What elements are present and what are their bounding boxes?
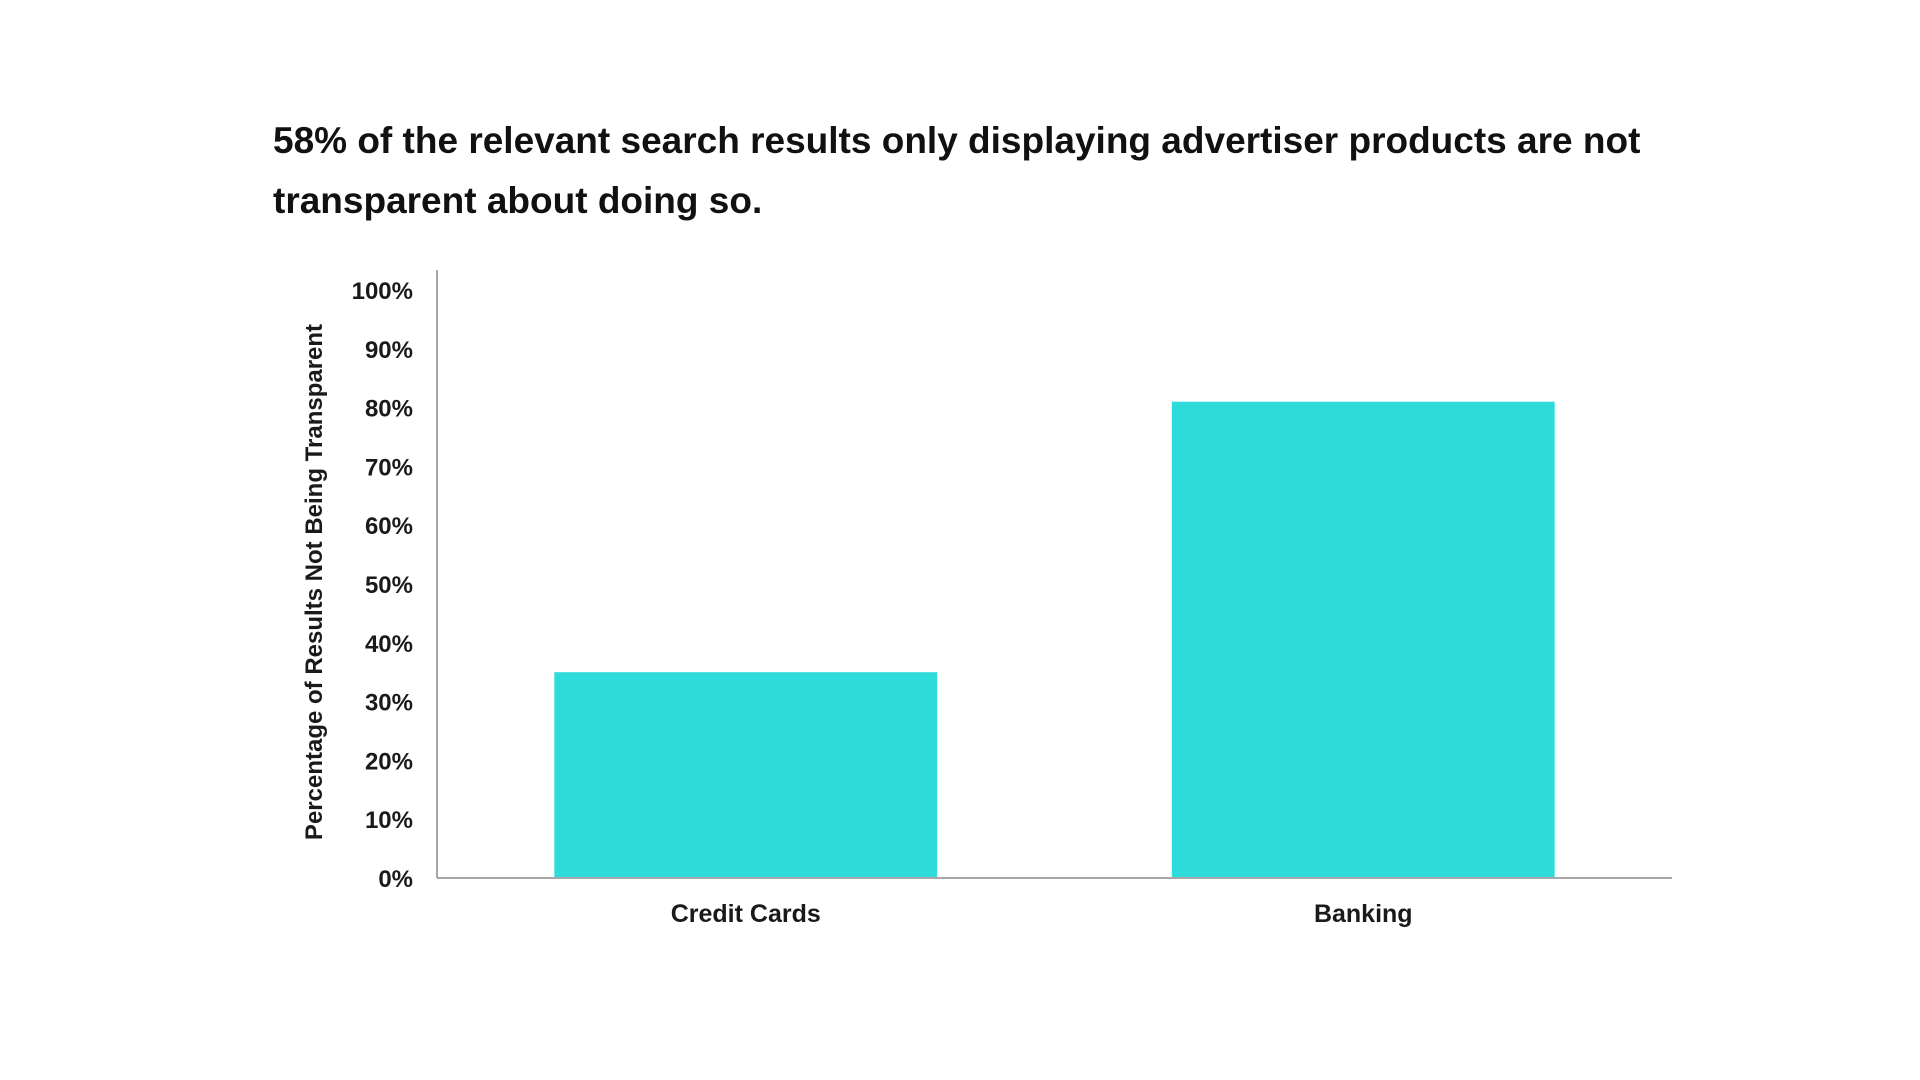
y-tick-labels: 0% 10% 20% 30% 40% 50% 60% 70% 80% 90% 100% [352, 278, 413, 893]
bar-banking [1171, 401, 1555, 878]
x-category-label: Banking [1314, 900, 1413, 928]
chart-title: 58% of the relevant search results only … [273, 120, 1641, 221]
y-tick-label: 50% [365, 572, 413, 599]
y-tick-label: 20% [365, 748, 413, 775]
x-category-labels: Credit Cards Banking [671, 900, 1413, 928]
x-category-label: Credit Cards [671, 900, 821, 928]
bars-layer [554, 401, 1555, 878]
y-axis-title: Percentage of Results Not Being Transpar… [301, 324, 328, 840]
bar-credit-cards [554, 672, 938, 878]
y-tick-label: 90% [365, 337, 413, 364]
y-tick-label: 0% [378, 866, 413, 893]
y-tick-label: 100% [352, 278, 413, 305]
y-tick-label: 60% [365, 513, 413, 540]
y-tick-label: 10% [365, 807, 413, 834]
y-tick-label: 30% [365, 690, 413, 717]
y-tick-label: 80% [365, 396, 413, 423]
y-tick-label: 40% [365, 631, 413, 658]
y-tick-label: 70% [365, 454, 413, 481]
